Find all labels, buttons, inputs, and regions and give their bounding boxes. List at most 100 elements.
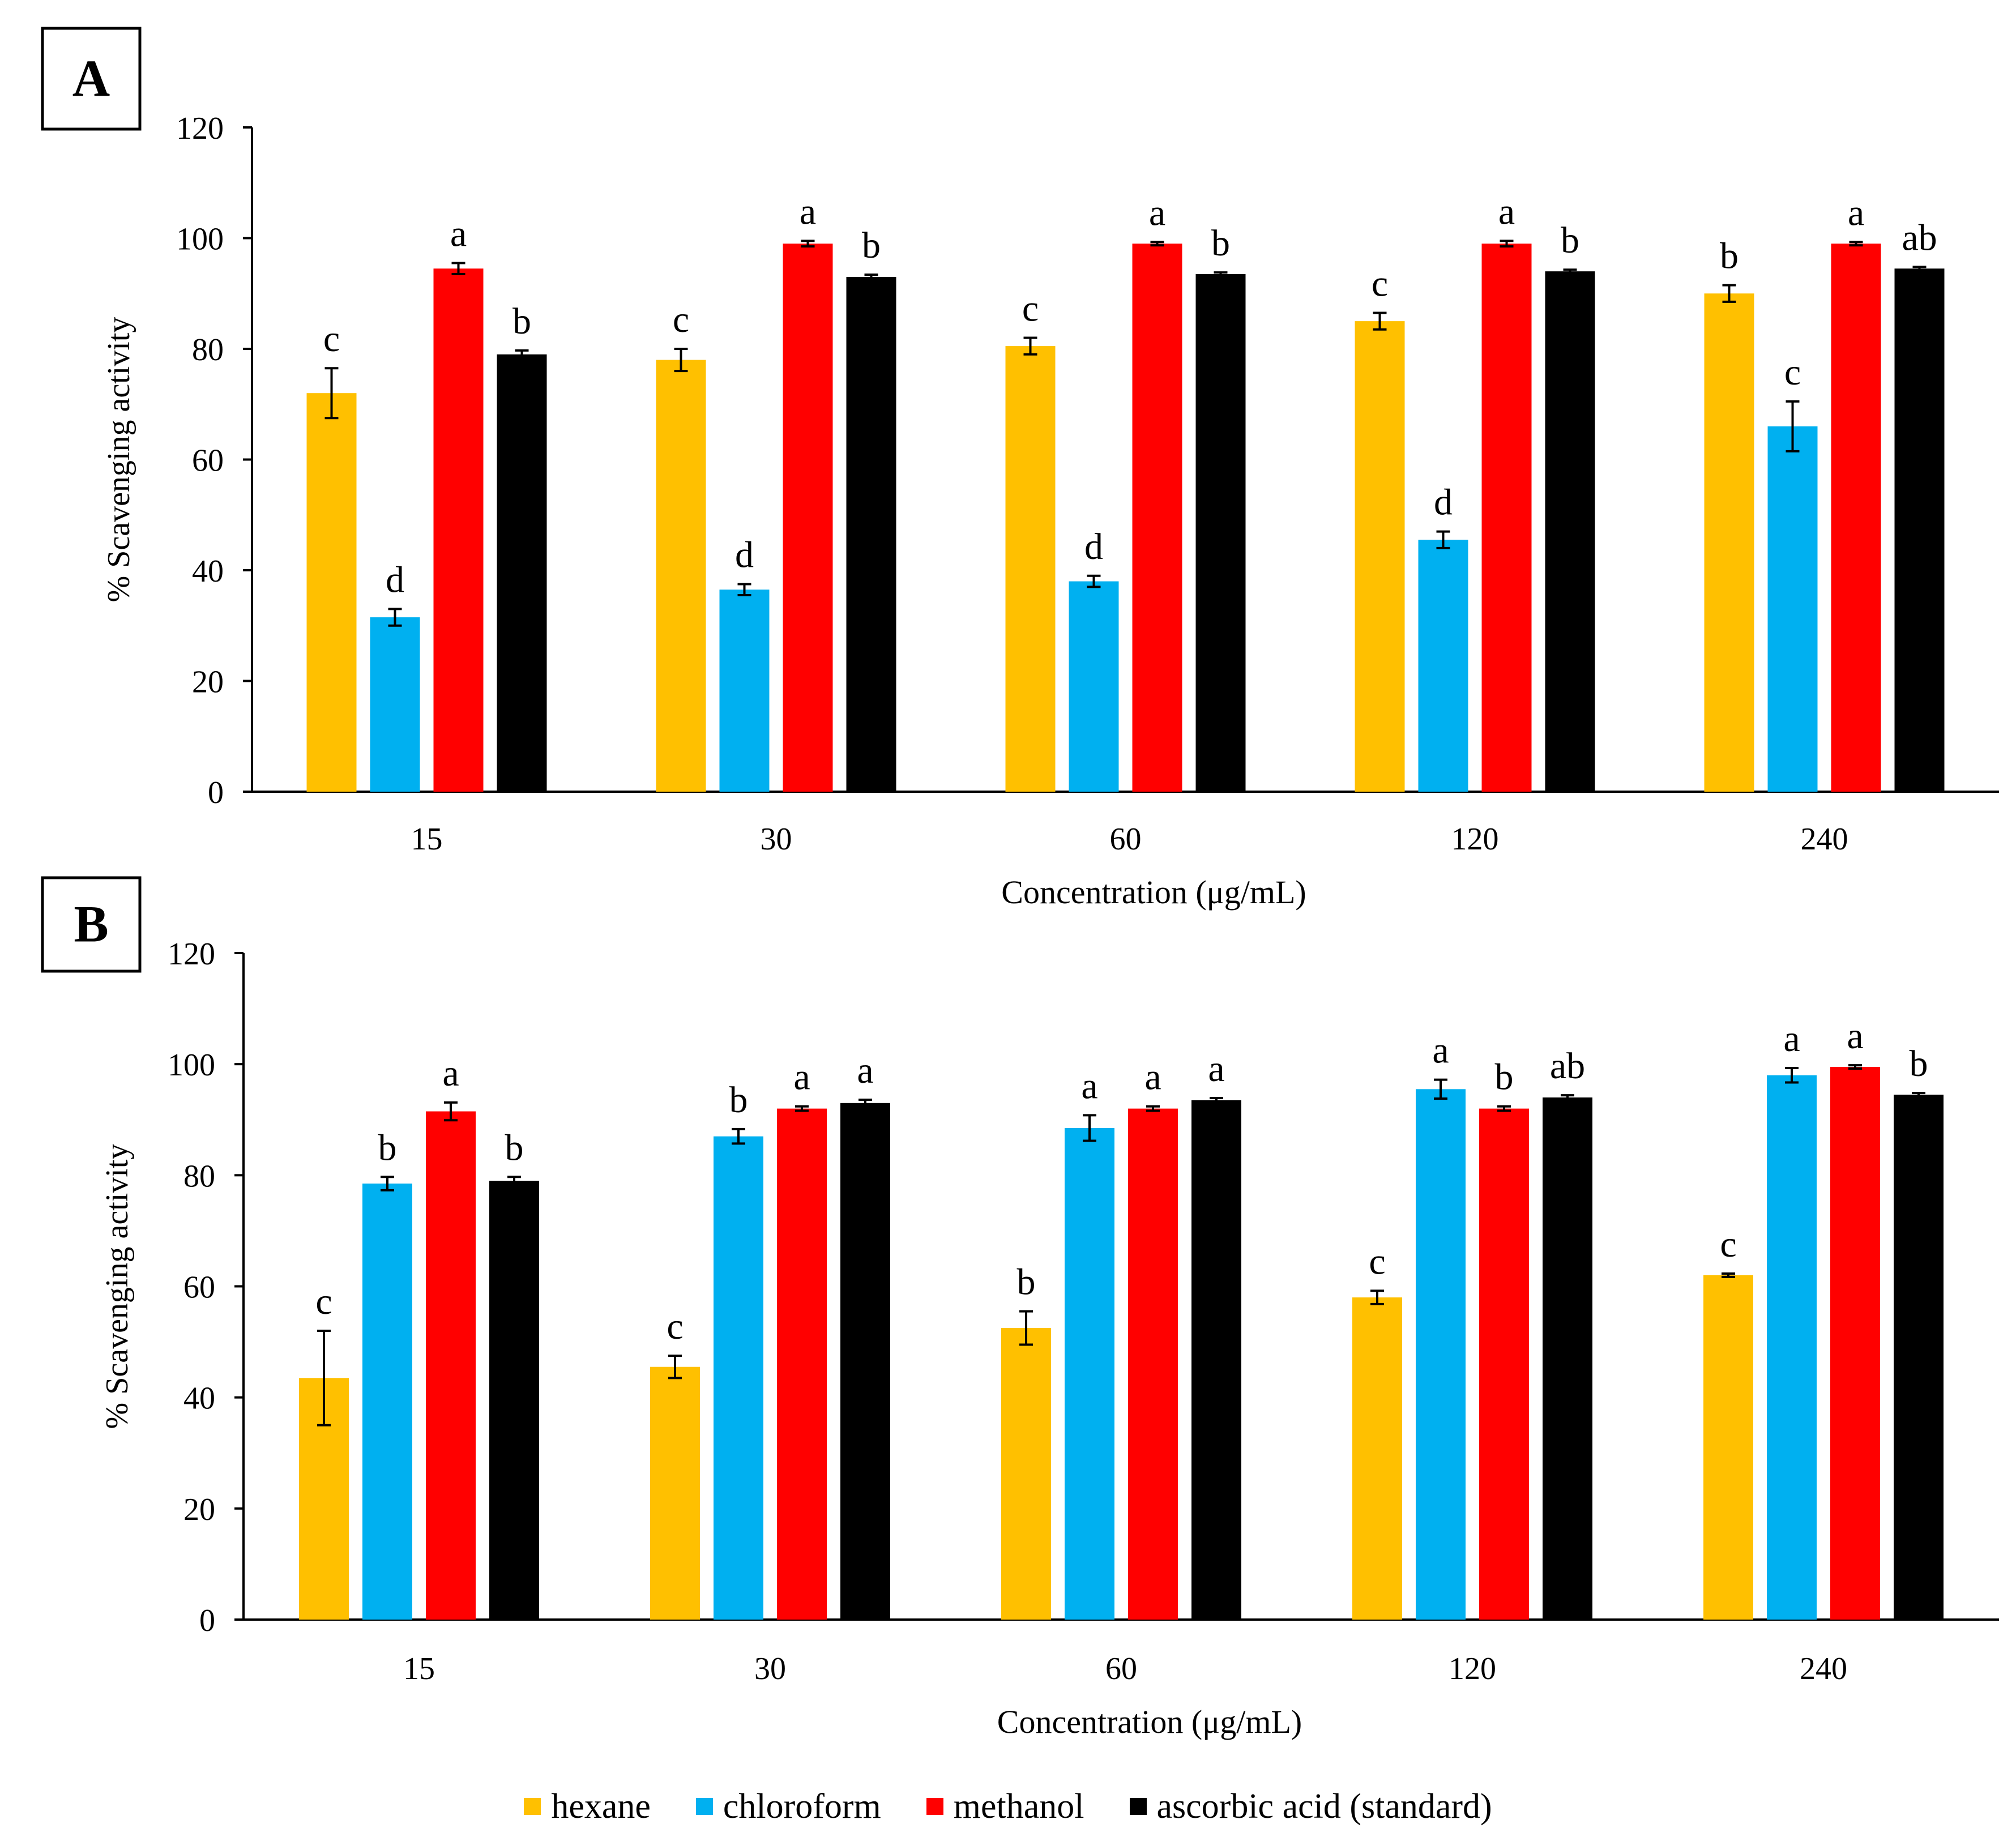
panel-a-bar-hexane-120 [1355, 321, 1405, 792]
legend-swatch-ascorbic [1129, 1798, 1147, 1815]
legend-item-chloroform: chloroform [695, 1787, 881, 1827]
panel-b-label-box [41, 876, 142, 973]
panel-a-y-tick-label: 120 [176, 111, 224, 146]
panel-b-y-axis-title: % Scavenging activity [100, 1144, 135, 1429]
panel-a-significance-letter: a [1498, 191, 1515, 232]
panel-b-x-tick-label: 120 [1449, 1651, 1496, 1686]
panel-b-significance-letter: c [1720, 1224, 1736, 1265]
panel-b-y-tick-label: 120 [168, 937, 215, 972]
panel-a-significance-letter: ab [1902, 217, 1937, 258]
panel-b-significance-letter: a [857, 1050, 873, 1091]
legend-item-methanol: methanol [926, 1787, 1084, 1827]
panel-a-significance-letter: d [735, 534, 754, 575]
panel-b-bar-methanol-30 [777, 1108, 827, 1620]
panel-a-x-tick-label: 60 [1110, 822, 1142, 857]
panel-b-significance-letter: b [729, 1079, 748, 1121]
panel-b-bar-hexane-120 [1352, 1297, 1402, 1620]
panel-a-significance-letter: b [1561, 220, 1579, 261]
panel-a-y-tick-label: 60 [192, 443, 224, 479]
panel-b-y-tick-label: 100 [168, 1048, 215, 1083]
panel-b-label: B [74, 895, 108, 953]
panel-a-bar-ascorbic-15 [497, 354, 547, 792]
panel-a-significance-letter: d [1434, 482, 1453, 523]
panel-a-bar-methanol-15 [433, 268, 484, 792]
panel-a-label: A [72, 49, 110, 107]
panel-a-y-axis-title: % Scavenging activity [101, 317, 136, 603]
panel-a-bar-ascorbic-120 [1545, 271, 1595, 792]
legend-label-methanol: methanol [953, 1787, 1084, 1826]
panel-a-significance-letter: c [1784, 352, 1801, 393]
panel-a-bar-chloroform-120 [1418, 540, 1468, 792]
panel-b-significance-letter: a [1144, 1057, 1161, 1098]
panel-b-bar-hexane-30 [650, 1366, 700, 1620]
panel-b-significance-letter: c [1369, 1241, 1385, 1282]
panel-b-x-axis-title: Concentration (μg/mL) [997, 1703, 1302, 1740]
panel-a-bar-hexane-240 [1704, 293, 1754, 792]
panel-b-bar-ascorbic-120 [1543, 1097, 1592, 1620]
panel-b-bar-ascorbic-15 [489, 1181, 539, 1620]
panel-b-significance-letter: a [1783, 1018, 1800, 1060]
panel-b-significance-letter: b [1495, 1057, 1514, 1098]
panel-a-significance-letter: b [1720, 236, 1739, 277]
panel-a-significance-letter: c [1022, 288, 1039, 329]
panel-a-bar-chloroform-240 [1767, 426, 1818, 792]
panel-b-significance-letter: a [1432, 1030, 1449, 1071]
panel-b-significance-letter: c [667, 1306, 683, 1347]
panel-b-y-tick-label: 60 [183, 1270, 215, 1305]
panel-a-y-tick-label: 40 [192, 554, 224, 589]
panel-b-significance-letter: b [505, 1127, 524, 1168]
panel-a-significance-letter: d [1084, 526, 1103, 567]
panel-b-significance-letter: b [1017, 1262, 1036, 1303]
panel-b-significance-letter: a [442, 1053, 459, 1094]
panel-a-bar-ascorbic-60 [1195, 274, 1246, 792]
panel-b-bar-ascorbic-30 [840, 1103, 890, 1620]
panel-a-x-tick-label: 15 [411, 822, 443, 857]
panel-a-significance-letter: b [1211, 223, 1230, 264]
panel-b-bar-methanol-15 [426, 1111, 476, 1620]
panel-b-bar-ascorbic-240 [1894, 1095, 1944, 1620]
legend-swatch-hexane [524, 1798, 541, 1815]
panel-a-significance-letter: d [386, 559, 404, 600]
panel-b-significance-letter: c [315, 1281, 332, 1322]
panel-b-y-tick-label: 80 [183, 1159, 215, 1194]
legend-label-chloroform: chloroform [723, 1787, 881, 1826]
panel-a-significance-letter: c [673, 299, 689, 340]
panel-a-bar-methanol-240 [1831, 244, 1881, 792]
panel-a-significance-letter: a [1848, 192, 1864, 233]
panel-a-y-tick-label: 0 [208, 775, 224, 810]
panel-a-significance-letter: b [862, 225, 881, 266]
panel-a-bar-chloroform-60 [1069, 581, 1119, 792]
panel-b-y-tick-label: 0 [199, 1603, 215, 1638]
legend-item-hexane: hexane [524, 1787, 651, 1827]
panel-a-bar-hexane-30 [656, 360, 706, 792]
panel-a-significance-letter: c [1372, 263, 1388, 304]
panel-a-significance-letter: a [1149, 192, 1165, 233]
panel-b-x-tick-label: 60 [1105, 1651, 1137, 1686]
panel-a-bar-hexane-60 [1005, 346, 1056, 792]
panel-b-significance-letter: b [378, 1127, 397, 1168]
panel-b-x-tick-label: 15 [403, 1651, 435, 1686]
legend-item-ascorbic: ascorbic acid (standard) [1129, 1787, 1492, 1827]
panel-a-bar-hexane-15 [306, 393, 357, 792]
panel-a-bar-methanol-120 [1481, 244, 1532, 792]
panel-a-x-tick-label: 240 [1801, 822, 1848, 857]
panel-b-bar-methanol-60 [1128, 1108, 1178, 1620]
panel-a-significance-letter: c [323, 318, 340, 360]
legend-label-hexane: hexane [551, 1787, 651, 1826]
panel-b-bar-chloroform-30 [714, 1136, 763, 1620]
panel-a-y-tick-label: 100 [176, 222, 224, 257]
legend: hexane chloroform methanol ascorbic acid… [0, 1781, 2016, 1832]
panel-a-bar-methanol-30 [783, 244, 833, 792]
legend-swatch-chloroform [695, 1798, 713, 1815]
panel-a-y-tick-label: 80 [192, 332, 224, 368]
panel-b-bar-methanol-240 [1830, 1067, 1880, 1620]
panel-b-significance-letter: ab [1550, 1045, 1585, 1087]
panel-a-x-axis-title: Concentration (μg/mL) [1001, 874, 1306, 911]
panel-b-significance-letter: a [1847, 1015, 1863, 1057]
panel-a-bar-ascorbic-30 [846, 276, 896, 792]
panel-b-significance-letter: a [1208, 1048, 1224, 1090]
panel-b-y-tick-label: 20 [183, 1492, 215, 1527]
panel-b-significance-letter: a [793, 1057, 810, 1098]
panel-b-x-tick-label: 30 [754, 1651, 786, 1686]
panel-b-bar-ascorbic-60 [1191, 1100, 1241, 1620]
